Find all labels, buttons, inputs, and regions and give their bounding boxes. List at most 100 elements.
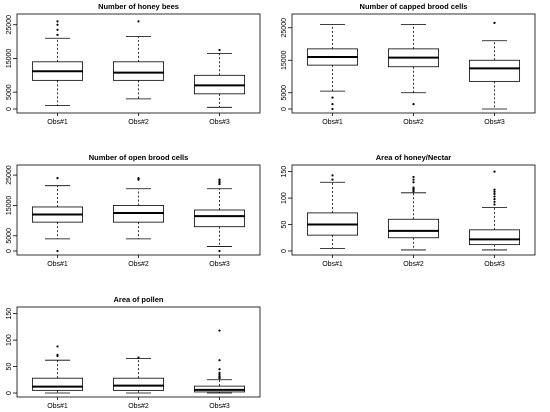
y-tick-label: 50 bbox=[281, 221, 288, 229]
outlier-point bbox=[56, 345, 59, 348]
box-3 bbox=[193, 329, 246, 394]
x-tick-label: Obs#3 bbox=[484, 119, 505, 126]
x-tick-label: Obs#1 bbox=[322, 261, 343, 268]
box-2 bbox=[387, 175, 440, 251]
outlier-point bbox=[493, 190, 496, 193]
box-2 bbox=[387, 24, 440, 106]
chart-title: Area of pollen bbox=[113, 295, 163, 304]
chart-panel-4: Area of honey/Nectar 0 50 100 150 Obs#1 Obs#2 O… bbox=[281, 153, 536, 268]
outlier-point bbox=[137, 20, 140, 23]
box-1 bbox=[31, 177, 84, 253]
y-tick-label: 5000 bbox=[281, 85, 288, 101]
outlier-point bbox=[218, 329, 221, 332]
outlier-point bbox=[56, 23, 59, 26]
outlier-point bbox=[218, 249, 221, 253]
iqr-box bbox=[112, 377, 165, 391]
outlier-point bbox=[493, 170, 496, 173]
y-tick-label: 15000 bbox=[6, 49, 13, 69]
box-3 bbox=[468, 21, 521, 110]
chart-title: Area of honey/Nectar bbox=[376, 153, 452, 162]
x-tick-label: Obs#1 bbox=[322, 119, 343, 126]
box-1 bbox=[306, 174, 359, 249]
outlier-point bbox=[56, 20, 59, 23]
iqr-box bbox=[468, 229, 521, 246]
iqr-box bbox=[387, 218, 440, 239]
outlier-point bbox=[493, 21, 496, 24]
y-tick-label: 0 bbox=[6, 249, 13, 253]
chart-panel-2: Number of capped brood cells 0 5000 15000 25… bbox=[281, 2, 536, 126]
outlier-point bbox=[331, 103, 334, 106]
x-tick-label: Obs#3 bbox=[209, 403, 230, 410]
outlier-point bbox=[218, 180, 221, 183]
outlier-point bbox=[218, 373, 221, 376]
outlier-point bbox=[137, 356, 140, 359]
chart-title: Number of capped brood cells bbox=[360, 2, 468, 11]
y-tick-label: 5000 bbox=[6, 228, 13, 244]
box-3 bbox=[193, 48, 246, 108]
outlier-point bbox=[218, 181, 221, 184]
x-tick-label: Obs#2 bbox=[128, 403, 149, 410]
box-3 bbox=[468, 170, 521, 251]
x-tick-label: Obs#1 bbox=[47, 119, 68, 126]
outlier-point bbox=[331, 96, 334, 99]
x-tick-label: Obs#3 bbox=[209, 119, 230, 126]
y-tick-label: 25000 bbox=[6, 15, 13, 35]
outlier-point bbox=[218, 359, 221, 362]
y-tick-label: 15000 bbox=[281, 50, 288, 70]
outlier-point bbox=[56, 249, 59, 253]
y-tick-label: 50 bbox=[6, 363, 13, 371]
iqr-box bbox=[112, 61, 165, 81]
outlier-point bbox=[56, 28, 59, 31]
y-tick-label: 150 bbox=[281, 166, 288, 178]
box-1 bbox=[306, 24, 359, 111]
iqr-box bbox=[31, 377, 84, 391]
outlier-point bbox=[493, 200, 496, 203]
outlier-point bbox=[331, 107, 334, 111]
outlier-point bbox=[137, 177, 140, 180]
outlier-point bbox=[412, 181, 415, 184]
x-tick-label: Obs#2 bbox=[403, 119, 424, 126]
outlier-point bbox=[56, 177, 59, 180]
outlier-point bbox=[331, 174, 334, 177]
y-tick-label: 15000 bbox=[6, 196, 13, 216]
outlier-point bbox=[137, 178, 140, 181]
box-3 bbox=[193, 178, 246, 253]
chart-title: Number of honey bees bbox=[98, 2, 179, 11]
outlier-point bbox=[412, 178, 415, 181]
chart-panel-5: Area of pollen 0 50 100 150 Obs#1 Obs#2 Obs#3 bbox=[6, 295, 261, 410]
x-tick-label: Obs#2 bbox=[128, 261, 149, 268]
outlier-point bbox=[493, 198, 496, 201]
y-tick-label: 0 bbox=[6, 107, 13, 111]
outlier-point bbox=[218, 371, 221, 374]
box-2 bbox=[112, 177, 165, 240]
outlier-point bbox=[56, 33, 59, 36]
y-tick-label: 150 bbox=[6, 308, 13, 320]
outlier-point bbox=[56, 353, 59, 357]
x-tick-label: Obs#2 bbox=[128, 119, 149, 126]
y-tick-label: 5000 bbox=[6, 84, 13, 100]
chart-panel-1: Number of honey bees 0 5000 15000 25000 Obs#1… bbox=[6, 2, 261, 126]
y-tick-label: 0 bbox=[6, 391, 13, 395]
x-tick-label: Obs#1 bbox=[47, 403, 68, 410]
iqr-box bbox=[468, 59, 521, 82]
y-tick-label: 0 bbox=[281, 249, 288, 253]
box-2 bbox=[112, 20, 165, 100]
y-tick-label: 25000 bbox=[6, 165, 13, 185]
chart-panel-3: Number of open brood cells 0 5000 15000 2500… bbox=[6, 153, 261, 268]
outlier-point bbox=[218, 368, 221, 371]
y-tick-label: 0 bbox=[281, 107, 288, 111]
outlier-point bbox=[218, 374, 221, 378]
chart-title: Number of open brood cells bbox=[89, 153, 189, 162]
box-1 bbox=[31, 345, 84, 394]
iqr-box bbox=[193, 209, 246, 228]
x-tick-label: Obs#3 bbox=[209, 261, 230, 268]
outlier-point bbox=[493, 192, 496, 195]
box-1 bbox=[31, 20, 84, 107]
outlier-point bbox=[412, 190, 415, 193]
box-2 bbox=[112, 356, 165, 394]
x-tick-label: Obs#1 bbox=[47, 261, 68, 268]
y-tick-label: 25000 bbox=[281, 18, 288, 38]
x-tick-label: Obs#2 bbox=[403, 261, 424, 268]
y-tick-label: 100 bbox=[6, 334, 13, 346]
